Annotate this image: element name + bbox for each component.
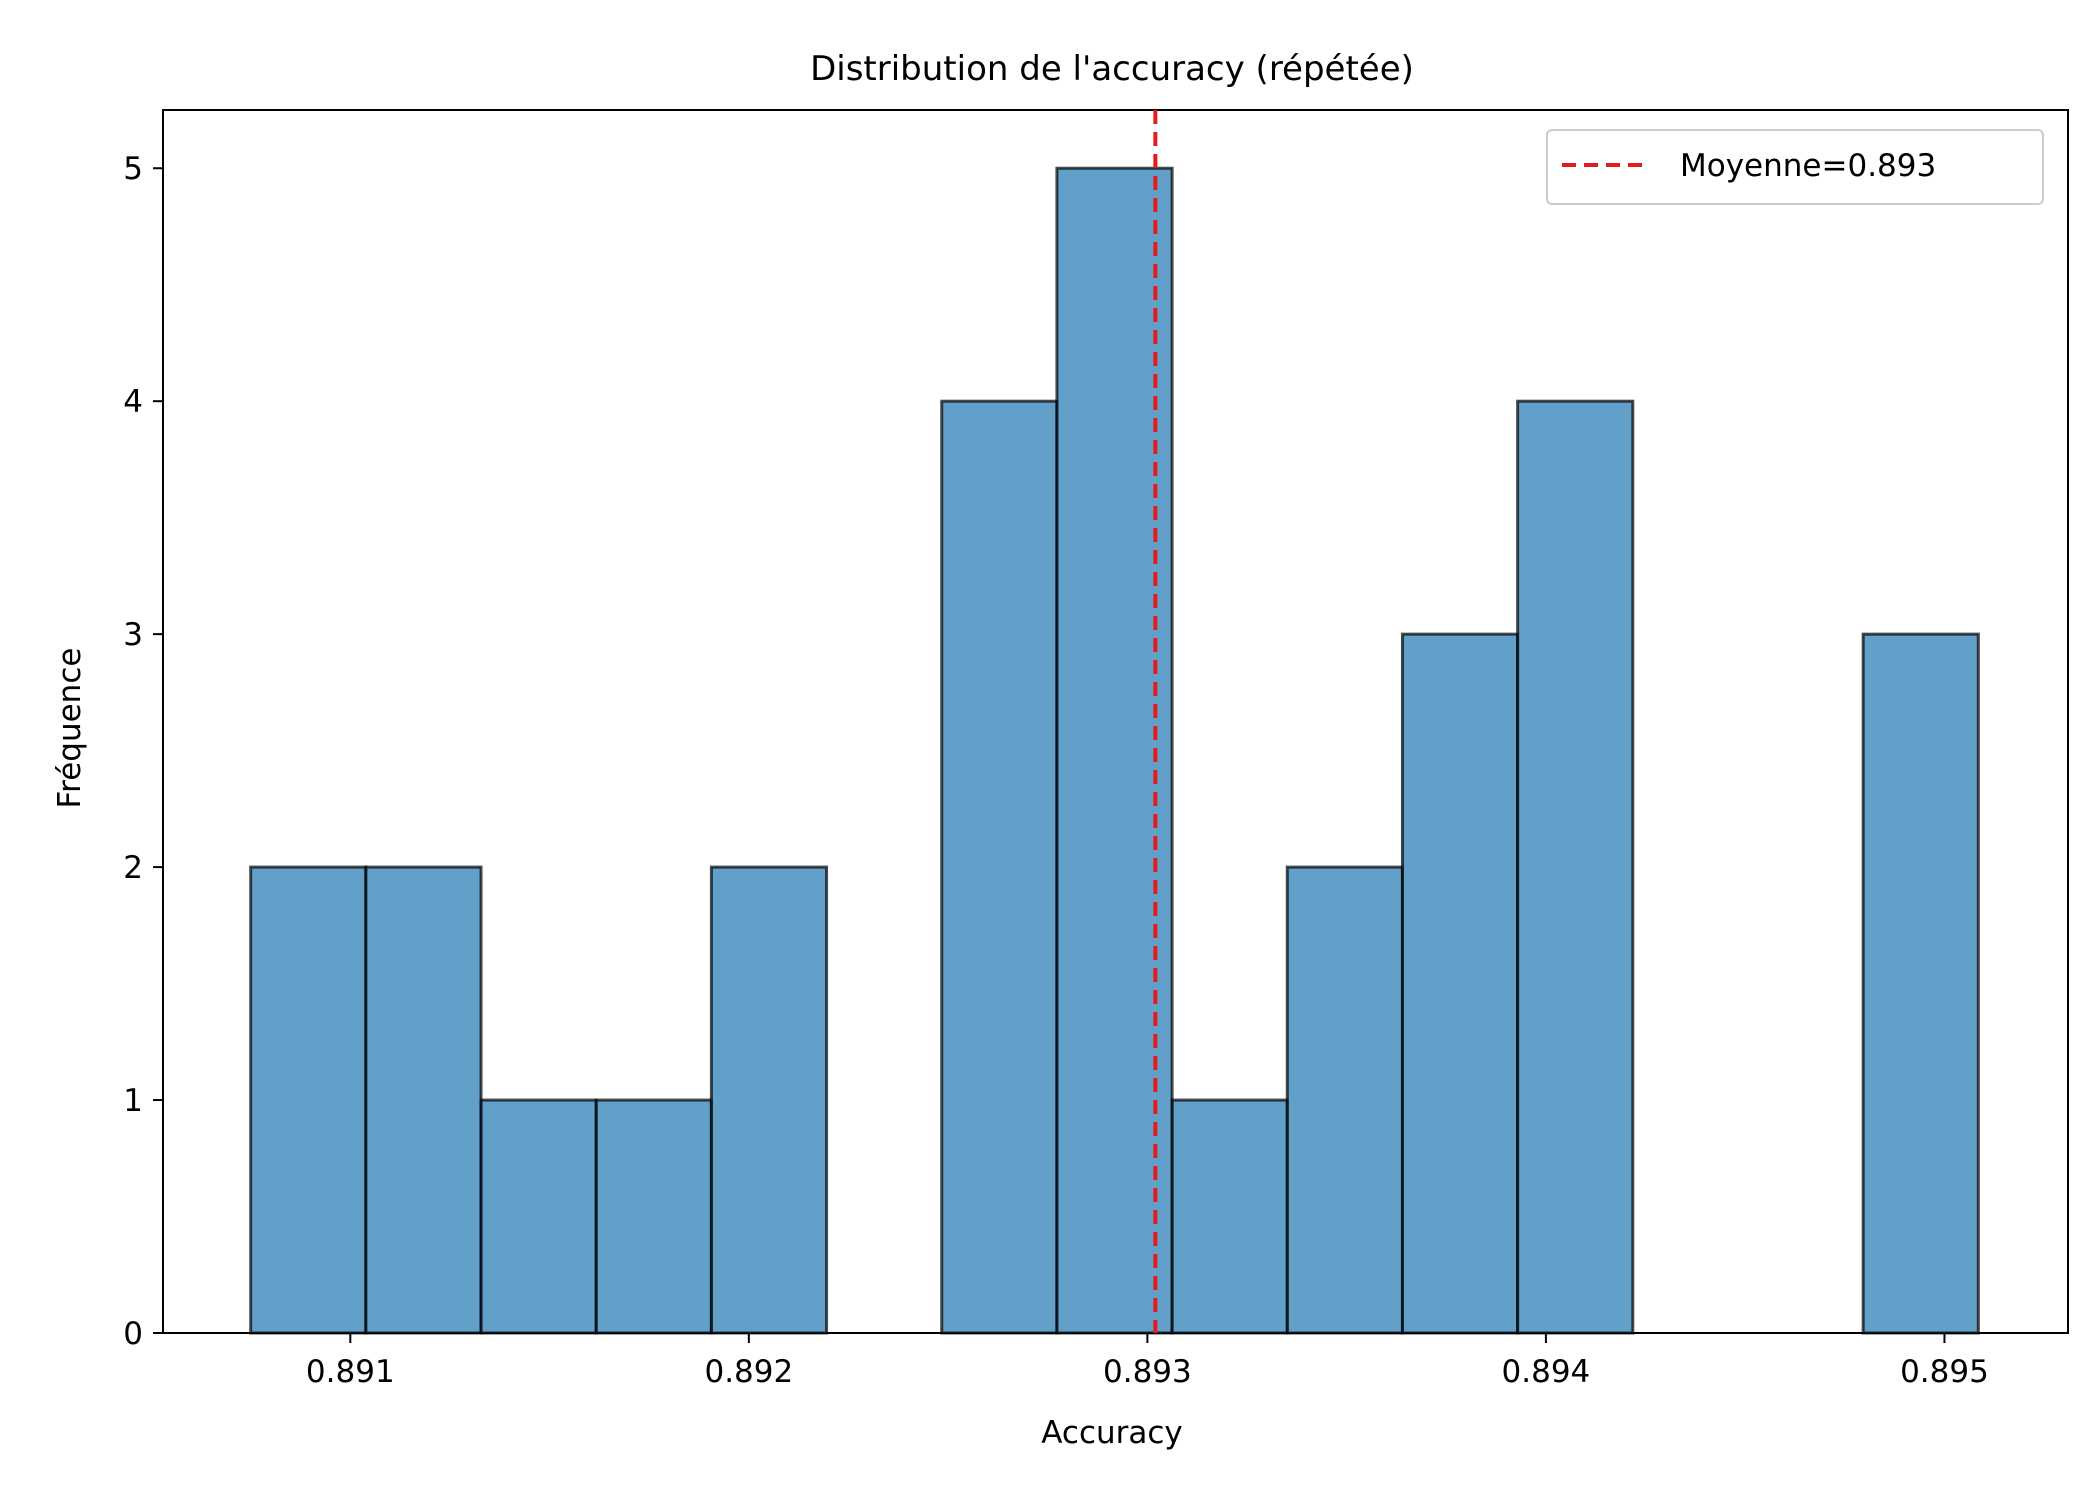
legend: Moyenne=0.893 (1546, 129, 2044, 205)
histogram-bar (249, 865, 368, 1335)
histogram-bar (1400, 632, 1520, 1335)
x-tick-label: 0.891 (306, 1354, 395, 1390)
legend-mean-label: Moyenne=0.893 (1680, 148, 1936, 184)
y-axis-label: Fréquence (52, 648, 88, 809)
histogram-bar (364, 865, 483, 1335)
chart-title: Distribution de l'accuracy (répétée) (810, 49, 1414, 89)
y-tick-label: 3 (123, 617, 143, 653)
x-tick-label: 0.895 (1900, 1354, 1989, 1390)
histogram-bar (940, 399, 1059, 1335)
histogram-bar (1055, 166, 1174, 1335)
histogram-bar (1516, 399, 1635, 1335)
x-tick-label: 0.894 (1502, 1354, 1591, 1390)
histogram-bar (1861, 632, 1980, 1335)
histogram-bar (1285, 865, 1404, 1335)
x-axis-label: Accuracy (1041, 1415, 1183, 1451)
histogram-bar (594, 1098, 713, 1335)
bars-group (249, 166, 1980, 1335)
y-axis: 0 1 2 3 4 5 (123, 151, 163, 1352)
histogram-bar (479, 1098, 598, 1335)
y-tick-label: 5 (123, 151, 143, 187)
histogram-bar (1170, 1098, 1289, 1335)
x-axis: 0.891 0.892 0.893 0.894 0.895 (306, 1333, 1989, 1390)
legend-box (1546, 129, 2044, 205)
y-tick-label: 1 (123, 1083, 143, 1119)
y-tick-label: 0 (123, 1316, 143, 1352)
x-tick-label: 0.893 (1103, 1354, 1192, 1390)
y-tick-label: 4 (123, 384, 143, 420)
x-tick-label: 0.892 (704, 1354, 793, 1390)
y-tick-label: 2 (123, 850, 143, 886)
histogram-bar (709, 865, 829, 1335)
